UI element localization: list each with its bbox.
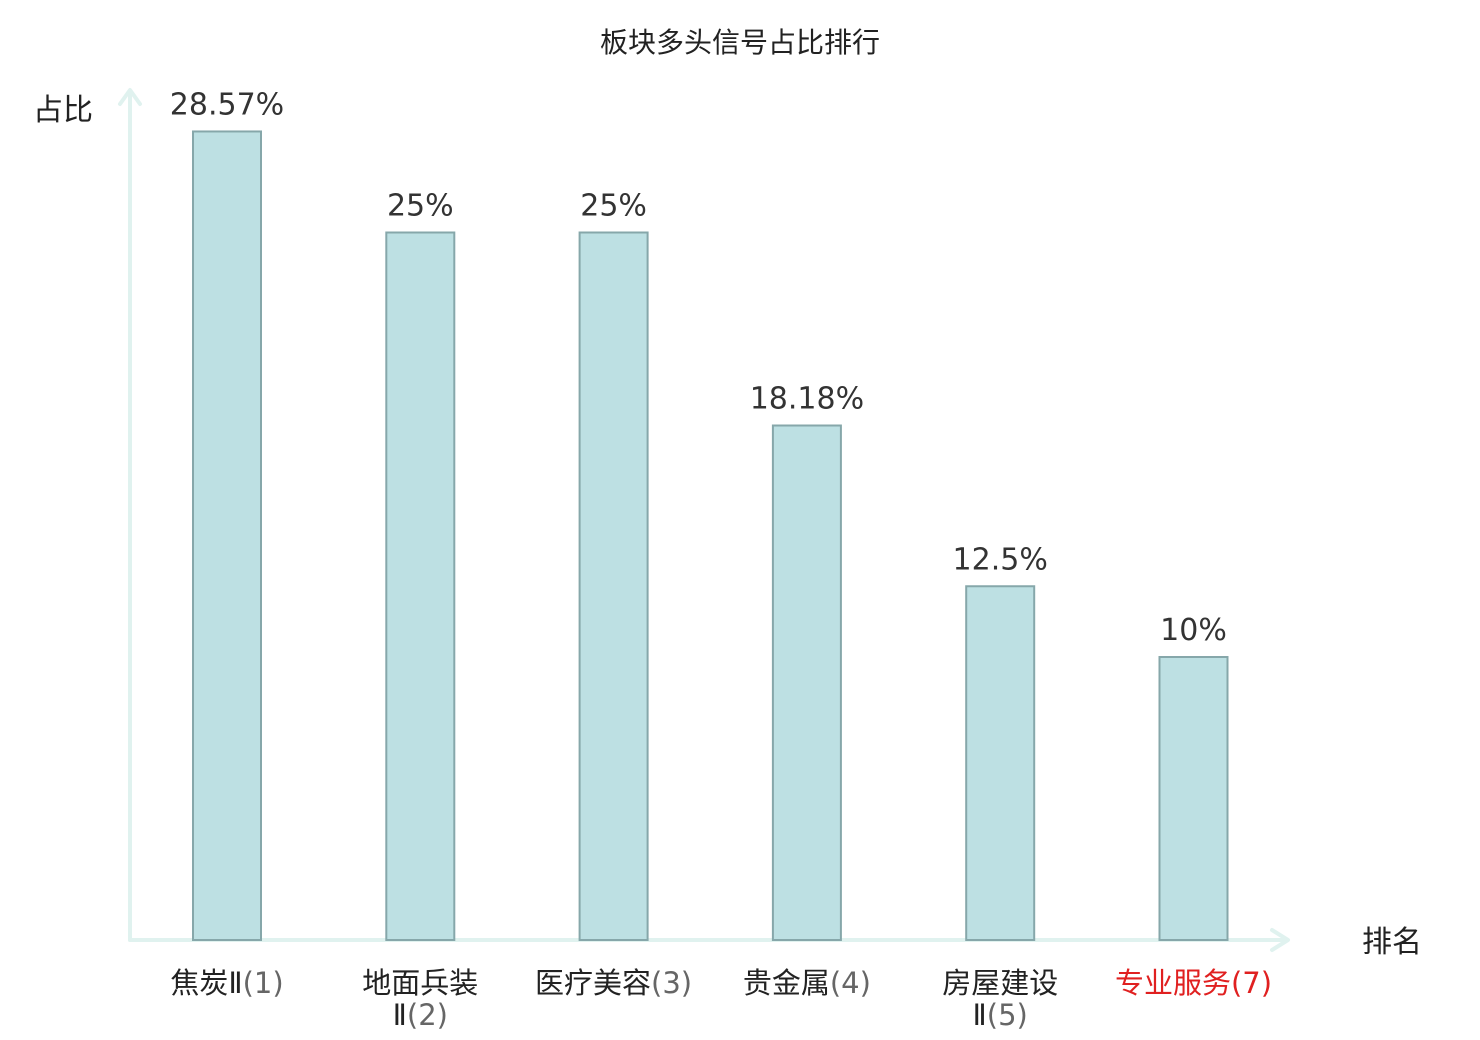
- bar: [385, 231, 456, 941]
- category-label: 专业服务(7): [1115, 966, 1272, 1000]
- category-label: 焦炭Ⅱ(1): [170, 966, 283, 1000]
- bars-group: [192, 130, 1229, 942]
- bar: [1158, 656, 1229, 941]
- bar-value-label: 25%: [387, 189, 454, 224]
- axes: [118, 88, 1290, 952]
- x-axis-arrow: [1270, 928, 1290, 952]
- value-labels-group: 28.57% 25% 25% 18.18% 12.5% 10%: [170, 87, 1227, 648]
- bar-value-label: 28.57%: [170, 87, 284, 122]
- chart-title: 板块多头信号占比排行: [600, 26, 880, 59]
- y-axis-arrow: [118, 88, 142, 106]
- bar: [771, 424, 842, 942]
- category-label: 房屋建设 Ⅱ(5): [942, 966, 1058, 1032]
- category-labels-group: 焦炭Ⅱ(1) 地面兵装 Ⅱ(2) 医疗美容(3) 贵金属(4) 房屋建设 Ⅱ(5) 专业服务(…: [170, 966, 1272, 1032]
- bar: [965, 585, 1036, 941]
- bar: [192, 130, 262, 941]
- bar-value-label: 18.18%: [750, 382, 864, 417]
- bar: [578, 231, 649, 941]
- category-label: 贵金属(4): [743, 966, 871, 1000]
- category-label: 医疗美容(3): [535, 966, 692, 1000]
- y-axis-label: 占比: [33, 93, 93, 128]
- bar-value-label: 25%: [580, 189, 647, 224]
- category-label: 地面兵装 Ⅱ(2): [362, 966, 478, 1032]
- bar-value-label: 10%: [1160, 613, 1227, 648]
- x-axis-label: 排名: [1362, 925, 1422, 960]
- bar-value-label: 12.5%: [953, 542, 1048, 577]
